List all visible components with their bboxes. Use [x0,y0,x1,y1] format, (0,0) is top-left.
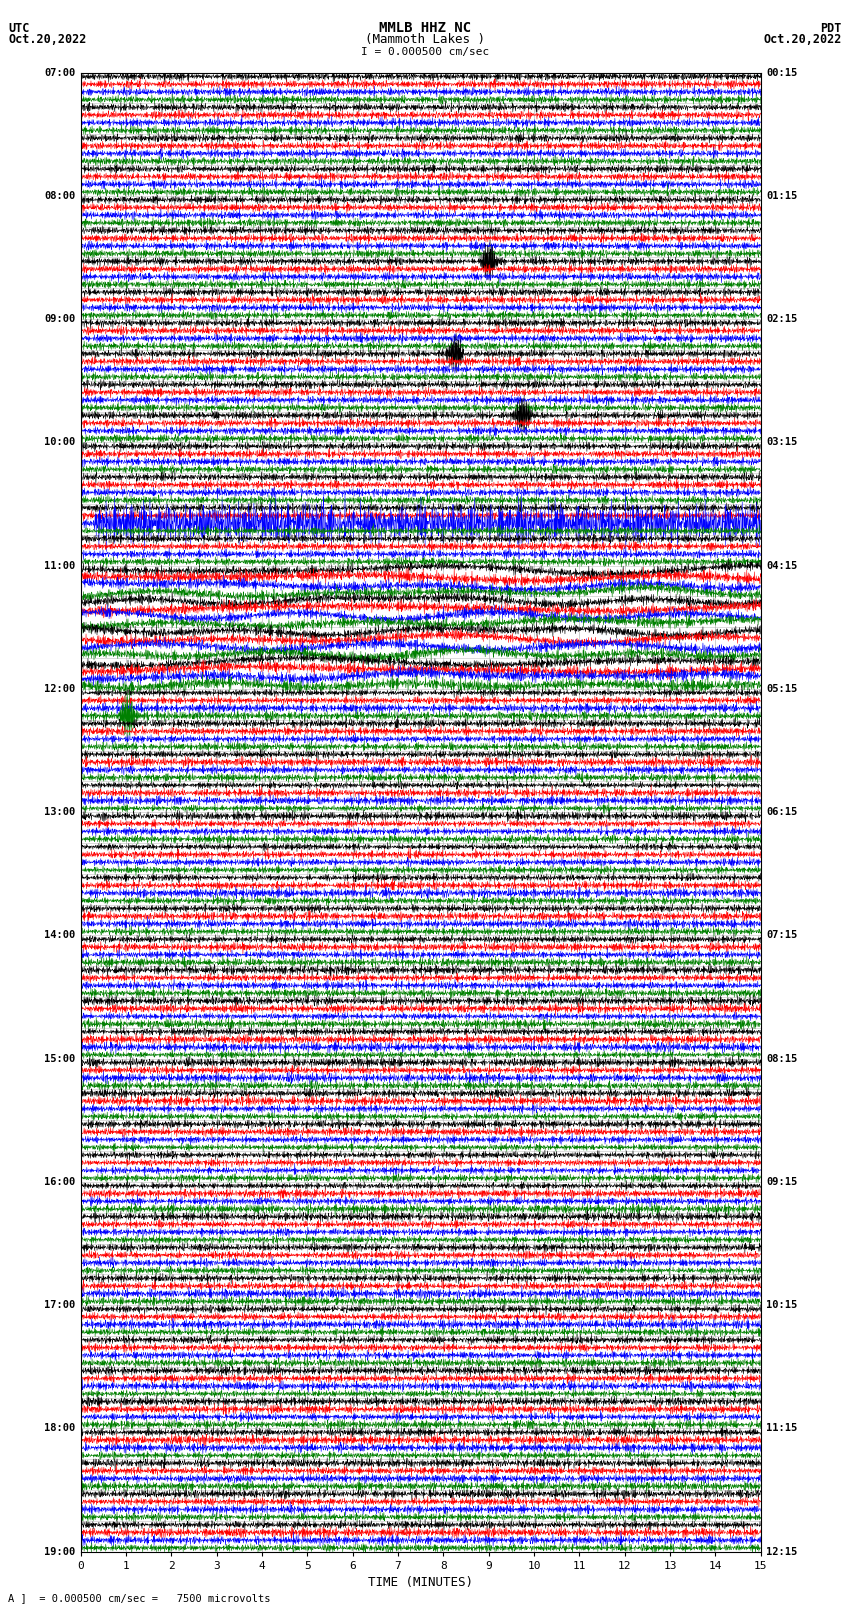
Text: 07:00: 07:00 [44,68,76,77]
Text: Oct.20,2022: Oct.20,2022 [8,32,87,45]
Text: 01:15: 01:15 [766,190,797,202]
X-axis label: TIME (MINUTES): TIME (MINUTES) [368,1576,473,1589]
Text: UTC: UTC [8,21,30,35]
Text: 18:00: 18:00 [44,1423,76,1434]
Text: 16:00: 16:00 [44,1177,76,1187]
Text: I = 0.000500 cm/sec: I = 0.000500 cm/sec [361,47,489,56]
Text: 05:15: 05:15 [766,684,797,694]
Text: 09:00: 09:00 [44,315,76,324]
Text: 11:15: 11:15 [766,1423,797,1434]
Text: 08:15: 08:15 [766,1053,797,1063]
Text: Oct.20,2022: Oct.20,2022 [763,32,842,45]
Text: 04:15: 04:15 [766,561,797,571]
Text: 13:00: 13:00 [44,806,76,818]
Text: 17:00: 17:00 [44,1300,76,1310]
Text: 14:00: 14:00 [44,931,76,940]
Text: 09:15: 09:15 [766,1177,797,1187]
Text: 07:15: 07:15 [766,931,797,940]
Text: 02:15: 02:15 [766,315,797,324]
Text: A ]  = 0.000500 cm/sec =   7500 microvolts: A ] = 0.000500 cm/sec = 7500 microvolts [8,1594,271,1603]
Text: 12:00: 12:00 [44,684,76,694]
Text: 08:00: 08:00 [44,190,76,202]
Text: 10:15: 10:15 [766,1300,797,1310]
Text: 00:15: 00:15 [766,68,797,77]
Text: (Mammoth Lakes ): (Mammoth Lakes ) [365,32,485,45]
Text: 06:15: 06:15 [766,806,797,818]
Text: 19:00: 19:00 [44,1547,76,1557]
Text: MMLB HHZ NC: MMLB HHZ NC [379,21,471,35]
Text: 12:15: 12:15 [766,1547,797,1557]
Text: 15:00: 15:00 [44,1053,76,1063]
Text: 10:00: 10:00 [44,437,76,447]
Text: 03:15: 03:15 [766,437,797,447]
Text: 11:00: 11:00 [44,561,76,571]
Text: PDT: PDT [820,21,842,35]
